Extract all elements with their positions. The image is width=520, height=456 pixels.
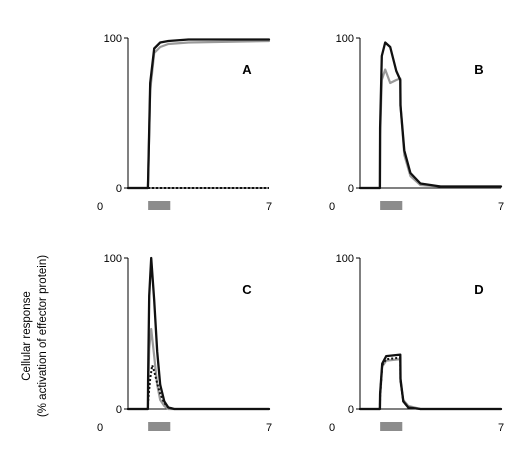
panel-a-stimulus-bar xyxy=(148,201,171,210)
panel-c-x-tick-label-0: 0 xyxy=(97,422,103,434)
panel-c-y-tick-label-0: 0 xyxy=(116,404,122,416)
panel-a-x-tick-label-1: 7 xyxy=(266,201,272,213)
panel-a-y-tick-label-1: 100 xyxy=(104,33,122,45)
panel-c-x-tick-label-1: 7 xyxy=(266,422,272,434)
panel-b-stimulus-bar xyxy=(380,201,403,210)
panel-b-x-tick-label-1: 7 xyxy=(498,201,504,213)
panel-c-series-black-dotted xyxy=(128,364,269,410)
panel-a-letter: A xyxy=(242,62,252,77)
panel-c-series-black-solid xyxy=(126,256,271,411)
y-axis-title-line2: (% activation of effector protein) xyxy=(37,255,49,417)
panel-c: 0 100 0 7 C xyxy=(97,253,272,434)
panel-a-y-tick-label-0: 0 xyxy=(116,183,122,195)
panel-d-x-tick-label-1: 7 xyxy=(498,422,504,434)
panel-b: 0 100 0 7 B xyxy=(329,33,504,213)
panel-c-letter: C xyxy=(242,282,252,297)
panel-d-series-black-solid xyxy=(358,353,503,411)
panel-d-y-tick-label-0: 0 xyxy=(348,404,354,416)
panel-c-y-tick-label-1: 100 xyxy=(104,253,122,265)
panel-d-y-tick-label-1: 100 xyxy=(336,253,354,265)
panel-b-y-tick-label-1: 100 xyxy=(336,33,354,45)
panel-d-stimulus-bar xyxy=(380,422,403,431)
panel-b-series-black-solid xyxy=(358,41,503,190)
panel-b-letter: B xyxy=(474,62,483,77)
panel-a-x-tick-label-0: 0 xyxy=(97,201,103,213)
panel-b-x-tick-label-0: 0 xyxy=(329,201,335,213)
y-axis-title-line1: Cellular response xyxy=(21,291,33,381)
panel-a-series-black-solid xyxy=(126,38,271,190)
panel-d-letter: D xyxy=(474,282,483,297)
panel-d-x-tick-label-0: 0 xyxy=(329,422,335,434)
panel-b-y-tick-label-0: 0 xyxy=(348,183,354,195)
panel-d: 0 100 0 7 D xyxy=(329,253,504,434)
panel-c-stimulus-bar xyxy=(148,422,171,431)
panel-a: 0 100 0 7 A xyxy=(97,33,272,213)
